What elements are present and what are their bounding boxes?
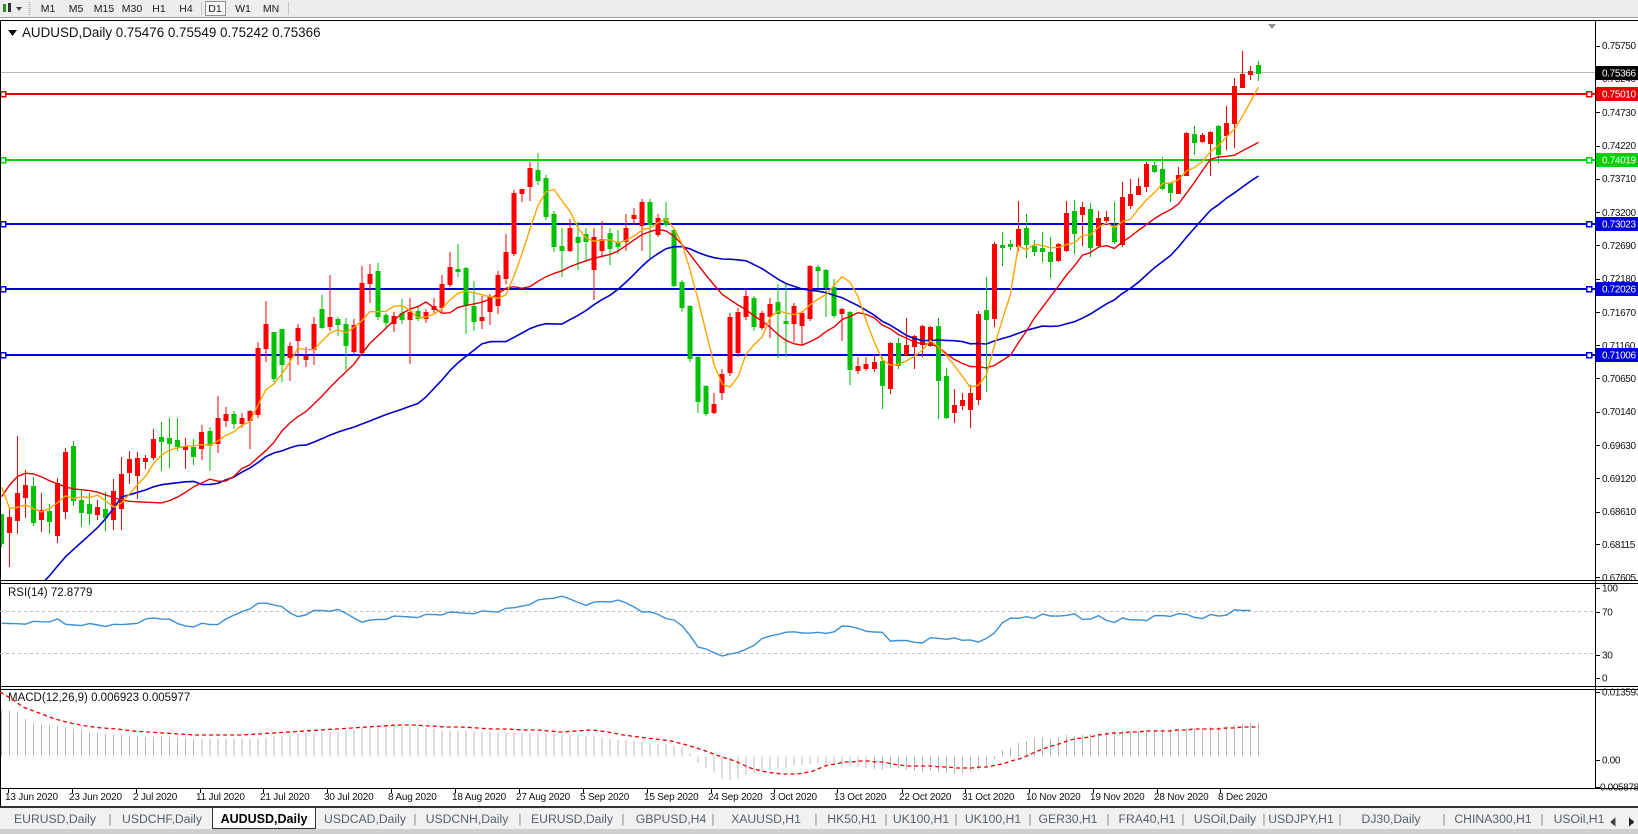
svg-text:|: | [1106,812,1109,826]
svg-text:USOil,H1: USOil,H1 [1554,812,1605,826]
svg-text:70: 70 [1602,608,1613,619]
svg-text:0.68610: 0.68610 [1602,507,1636,518]
svg-text:GER30,H1: GER30,H1 [1039,812,1098,826]
svg-text:EURUSD,Daily: EURUSD,Daily [14,812,97,826]
svg-text:0.70140: 0.70140 [1602,407,1636,418]
svg-text:|: | [814,812,817,826]
svg-text:W1: W1 [235,3,251,15]
svg-text:|: | [884,812,887,826]
svg-text:0.70650: 0.70650 [1602,374,1636,385]
svg-text:HK50,H1: HK50,H1 [827,812,877,826]
svg-text:23 Jun 2020: 23 Jun 2020 [69,792,122,803]
svg-text:|: | [518,812,521,826]
svg-text:EURUSD,Daily: EURUSD,Daily [531,812,614,826]
svg-text:0.72026: 0.72026 [1602,285,1636,296]
svg-text:|: | [1442,812,1445,826]
svg-text:5 Sep 2020: 5 Sep 2020 [580,792,630,803]
svg-text:28 Nov 2020: 28 Nov 2020 [1154,792,1209,803]
svg-text:3 Oct 2020: 3 Oct 2020 [770,792,818,803]
svg-text:|: | [1262,812,1265,826]
svg-text:13 Oct 2020: 13 Oct 2020 [834,792,887,803]
svg-text:0.69630: 0.69630 [1602,441,1636,452]
svg-text:M15: M15 [94,3,115,15]
svg-text:13 Jun 2020: 13 Jun 2020 [5,792,58,803]
svg-text:|: | [1338,812,1341,826]
svg-text:8 Dec 2020: 8 Dec 2020 [1218,792,1268,803]
svg-text:0.71006: 0.71006 [1602,351,1636,362]
svg-text:2 Jul 2020: 2 Jul 2020 [133,792,178,803]
svg-text:0.73710: 0.73710 [1602,174,1636,185]
svg-text:|: | [711,812,714,826]
svg-text:0.73200: 0.73200 [1602,208,1636,219]
svg-text:USDCNH,Daily: USDCNH,Daily [426,812,510,826]
svg-text:M30: M30 [122,3,143,15]
svg-text:30 Jul 2020: 30 Jul 2020 [324,792,374,803]
svg-text:MN: MN [263,3,279,15]
svg-text:MACD(12,26,9) 0.006923 0.00597: MACD(12,26,9) 0.006923 0.005977 [8,692,190,704]
svg-text:27 Aug 2020: 27 Aug 2020 [516,792,571,803]
svg-text:0.71160: 0.71160 [1602,341,1636,352]
svg-text:24 Sep 2020: 24 Sep 2020 [708,792,763,803]
svg-text:DJ30,Daily: DJ30,Daily [1362,812,1422,826]
svg-text:0.75010: 0.75010 [1602,90,1636,101]
svg-text:M5: M5 [69,3,84,15]
svg-text:USDJPY,H1: USDJPY,H1 [1268,812,1334,826]
svg-text:H1: H1 [152,3,166,15]
svg-text:8 Aug 2020: 8 Aug 2020 [388,792,437,803]
svg-text:D1: D1 [208,3,222,15]
svg-text:H4: H4 [179,3,193,15]
svg-text:10 Nov 2020: 10 Nov 2020 [1026,792,1081,803]
svg-text:0.75750: 0.75750 [1602,41,1636,52]
svg-text:18 Aug 2020: 18 Aug 2020 [452,792,507,803]
svg-text:0.013593: 0.013593 [1602,688,1638,699]
svg-text:15 Sep 2020: 15 Sep 2020 [644,792,699,803]
svg-text:0.74019: 0.74019 [1602,156,1636,167]
svg-text:XAUUSD,H1: XAUUSD,H1 [731,812,801,826]
svg-text:|: | [1028,812,1031,826]
svg-text:0.72690: 0.72690 [1602,241,1636,252]
svg-text:0.71670: 0.71670 [1602,308,1636,319]
svg-text:0.68115: 0.68115 [1602,540,1636,551]
svg-text:CHINA300,H1: CHINA300,H1 [1454,812,1531,826]
svg-text:|: | [954,812,957,826]
svg-text:21 Jul 2020: 21 Jul 2020 [260,792,310,803]
svg-text:0.00: 0.00 [1602,756,1621,767]
svg-text:USDCHF,Daily: USDCHF,Daily [122,812,203,826]
svg-text:19 Nov 2020: 19 Nov 2020 [1090,792,1145,803]
svg-text:0.67605: 0.67605 [1602,573,1636,584]
svg-text:FRA40,H1: FRA40,H1 [1119,812,1176,826]
svg-text:M1: M1 [41,3,56,15]
svg-text:RSI(14) 72.8779: RSI(14) 72.8779 [8,587,92,599]
svg-text:|: | [413,812,416,826]
svg-text:0: 0 [1602,674,1608,685]
svg-text:100: 100 [1602,584,1618,595]
svg-text:|: | [108,812,111,826]
svg-text:30: 30 [1602,651,1613,662]
svg-text:-0.005878: -0.005878 [1597,783,1638,794]
svg-text:GBPUSD,H4: GBPUSD,H4 [636,812,707,826]
svg-text:0.72180: 0.72180 [1602,274,1636,285]
svg-text:USOil,Daily: USOil,Daily [1194,812,1257,826]
svg-text:UK100,H1: UK100,H1 [893,812,949,826]
svg-text:22 Oct 2020: 22 Oct 2020 [899,792,952,803]
svg-text:11 Jul 2020: 11 Jul 2020 [196,792,245,803]
svg-text:0.69120: 0.69120 [1602,474,1636,485]
svg-text:|: | [621,812,624,826]
svg-text:AUDUSD,Daily 0.75476 0.75549: AUDUSD,Daily 0.75476 0.75549 0.75242 0.7… [22,25,321,40]
svg-text:0.74730: 0.74730 [1602,108,1636,119]
svg-text:31 Oct 2020: 31 Oct 2020 [962,792,1015,803]
svg-text:|: | [1181,812,1184,826]
svg-text:0.74220: 0.74220 [1602,141,1636,152]
svg-text:USDCAD,Daily: USDCAD,Daily [324,812,407,826]
svg-text:AUDUSD,Daily: AUDUSD,Daily [221,812,308,826]
svg-text:UK100,H1: UK100,H1 [965,812,1021,826]
svg-text:0.73023: 0.73023 [1602,220,1636,231]
svg-text:|: | [1540,812,1543,826]
svg-text:0.75366: 0.75366 [1602,69,1636,80]
